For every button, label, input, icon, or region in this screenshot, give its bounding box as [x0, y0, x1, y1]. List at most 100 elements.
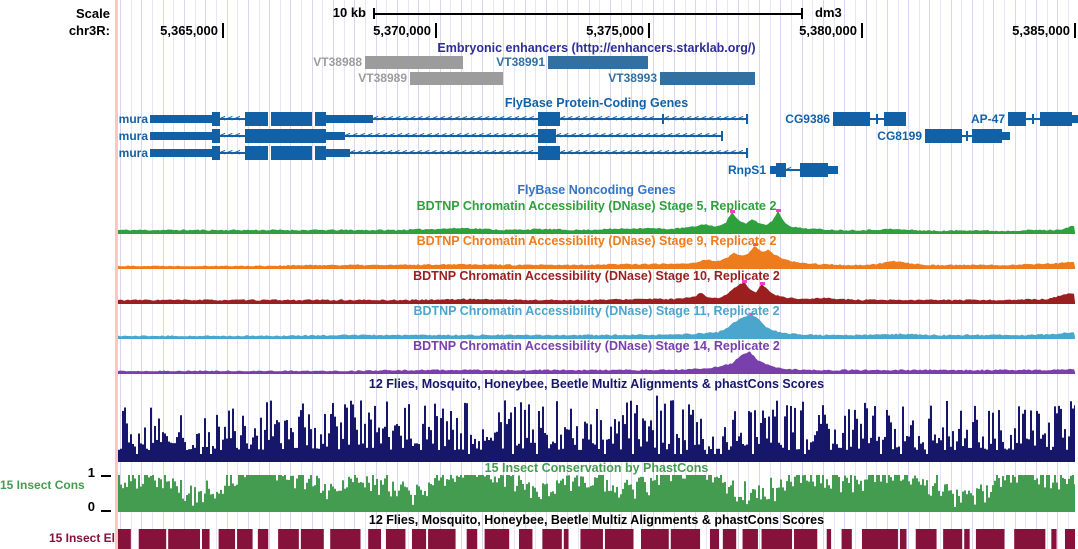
conservation-histogram[interactable]: [118, 474, 1075, 512]
bar: [972, 495, 974, 512]
gene-intron-line[interactable]: [560, 118, 662, 120]
gene-exon[interactable]: [245, 146, 268, 160]
gridline: [130, 0, 132, 549]
bar: [386, 475, 388, 512]
gene-intron-line[interactable]: [220, 118, 245, 120]
bar: [458, 476, 460, 512]
gene-intron-line[interactable]: [220, 135, 245, 137]
dnase-signal-track-stage-0[interactable]: [118, 208, 1075, 234]
gene-utr[interactable]: [326, 115, 373, 123]
dnase-signal-track-stage-4[interactable]: [118, 348, 1075, 374]
bar: [742, 443, 744, 462]
gene-intron-line[interactable]: [345, 135, 538, 137]
gene-intron-line[interactable]: [560, 152, 746, 154]
gene-intron-line[interactable]: [350, 152, 538, 154]
gridline: [279, 0, 281, 549]
enhancer-item[interactable]: [660, 72, 755, 85]
bar: [264, 475, 266, 512]
gridline: [450, 0, 452, 549]
bar: [818, 415, 820, 462]
bar: [606, 480, 608, 512]
gene-exon[interactable]: [245, 112, 268, 126]
bar: [614, 419, 616, 462]
gene-utr[interactable]: [150, 132, 212, 140]
bar: [720, 475, 722, 512]
gene-exon[interactable]: [1008, 112, 1026, 126]
gene-exon[interactable]: [1040, 112, 1072, 126]
gene-exon[interactable]: [212, 146, 220, 160]
gene-exon[interactable]: [271, 112, 312, 126]
bar: [228, 410, 230, 462]
bar: [926, 480, 928, 512]
bar: [756, 437, 758, 462]
gene-exon[interactable]: [925, 129, 962, 143]
gene-exon[interactable]: [538, 146, 560, 160]
gene-exon[interactable]: [315, 146, 326, 160]
gene-utr[interactable]: [150, 115, 212, 123]
gene-exon[interactable]: [315, 112, 326, 126]
bar: [228, 485, 230, 512]
gene-utr[interactable]: [150, 149, 212, 157]
bar: [370, 419, 372, 462]
gridline: [428, 0, 430, 549]
gene-intron-line[interactable]: [664, 118, 746, 120]
bar: [368, 482, 370, 512]
multiz-alignment-histogram[interactable]: [118, 392, 1075, 462]
gene-exon[interactable]: [212, 112, 220, 126]
bar: [466, 475, 468, 512]
gridline: [556, 0, 558, 549]
bar: [208, 432, 210, 462]
element-block: [861, 529, 898, 549]
gene-exon[interactable]: [245, 129, 326, 143]
bar: [662, 442, 664, 462]
bar: [434, 403, 436, 462]
bar: [954, 506, 956, 512]
bar: [664, 475, 666, 512]
gene-intron-line[interactable]: [556, 135, 721, 137]
bar: [704, 475, 706, 512]
gene-exon[interactable]: [972, 129, 1002, 143]
bar: [776, 487, 778, 512]
dnase-signal-track-stage-3[interactable]: [118, 313, 1075, 339]
gene-utr[interactable]: [1002, 132, 1010, 140]
bar: [310, 429, 312, 462]
dnase-signal-track-stage-2[interactable]: [118, 278, 1075, 304]
bar: [640, 446, 642, 462]
gene-exon[interactable]: [800, 163, 828, 177]
bar: [492, 440, 494, 462]
gene-utr[interactable]: [828, 166, 838, 174]
gene-utr[interactable]: [326, 149, 350, 157]
gene-exon[interactable]: [833, 112, 870, 126]
conserved-elements-track[interactable]: [118, 529, 1075, 549]
bar: [340, 490, 342, 512]
gene-exon[interactable]: [884, 112, 906, 126]
enhancer-item[interactable]: [410, 72, 503, 85]
bar: [906, 475, 908, 512]
gene-utr[interactable]: [326, 132, 345, 140]
dnase-signal-track-stage-1[interactable]: [118, 243, 1075, 269]
gene-exon[interactable]: [776, 163, 786, 177]
gene-exon[interactable]: [538, 129, 556, 143]
bar: [494, 476, 496, 512]
scale-bar-label: 10 kb: [332, 5, 366, 20]
enhancer-item[interactable]: [365, 56, 463, 69]
bar: [632, 489, 634, 512]
gene-exon[interactable]: [538, 112, 560, 126]
bar: [298, 475, 300, 512]
bar: [440, 418, 442, 462]
gene-intron-line[interactable]: [220, 152, 245, 154]
gridline: [396, 0, 398, 549]
bar: [306, 482, 308, 512]
bar: [276, 420, 278, 462]
gene-utr[interactable]: [1072, 115, 1078, 123]
bar: [972, 422, 974, 462]
enhancer-item[interactable]: [548, 56, 648, 69]
bar: [138, 475, 140, 512]
bar: [118, 475, 120, 512]
gene-intron-line[interactable]: [373, 118, 538, 120]
gene-utr[interactable]: [770, 166, 776, 174]
bar: [978, 488, 980, 512]
gene-intron-line[interactable]: [786, 169, 800, 171]
gene-exon[interactable]: [271, 146, 312, 160]
gene-exon[interactable]: [212, 129, 220, 143]
